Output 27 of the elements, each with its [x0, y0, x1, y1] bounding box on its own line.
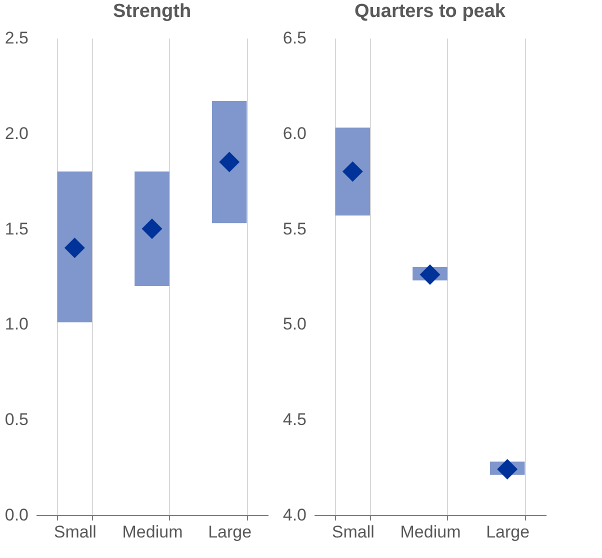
y-tick-label: 5.0	[282, 314, 306, 334]
point	[142, 218, 162, 240]
y-tick-label: 0.5	[4, 410, 28, 430]
bar	[335, 128, 370, 216]
y-tick-label: 4.5	[282, 410, 306, 430]
point	[219, 152, 240, 172]
y-tick-label: 1.5	[4, 219, 28, 238]
y-tick-label: 0.0	[4, 506, 28, 524]
point	[420, 264, 440, 285]
y-tick-label: 1.0	[4, 314, 28, 334]
chart-title: Quarters to peak	[354, 1, 506, 22]
y-tick-label: 6.5	[282, 28, 306, 48]
x-tick-label: Large	[208, 522, 252, 542]
chart-title: Strength	[112, 1, 192, 22]
x-tick-label: Medium	[122, 522, 183, 542]
x-tick-label: Small	[332, 522, 374, 542]
point	[497, 458, 518, 480]
x-tick-label: Large	[486, 522, 530, 542]
x-tick-label: Medium	[400, 522, 461, 542]
y-tick-label: 5.5	[282, 219, 306, 238]
point	[64, 238, 85, 258]
point	[342, 161, 363, 182]
y-tick-label: 6.0	[282, 124, 306, 143]
y-tick-label: 4.0	[282, 506, 306, 524]
y-tick-label: 2.5	[4, 28, 28, 48]
x-tick-label: Small	[54, 522, 96, 542]
y-tick-label: 2.0	[4, 124, 28, 143]
